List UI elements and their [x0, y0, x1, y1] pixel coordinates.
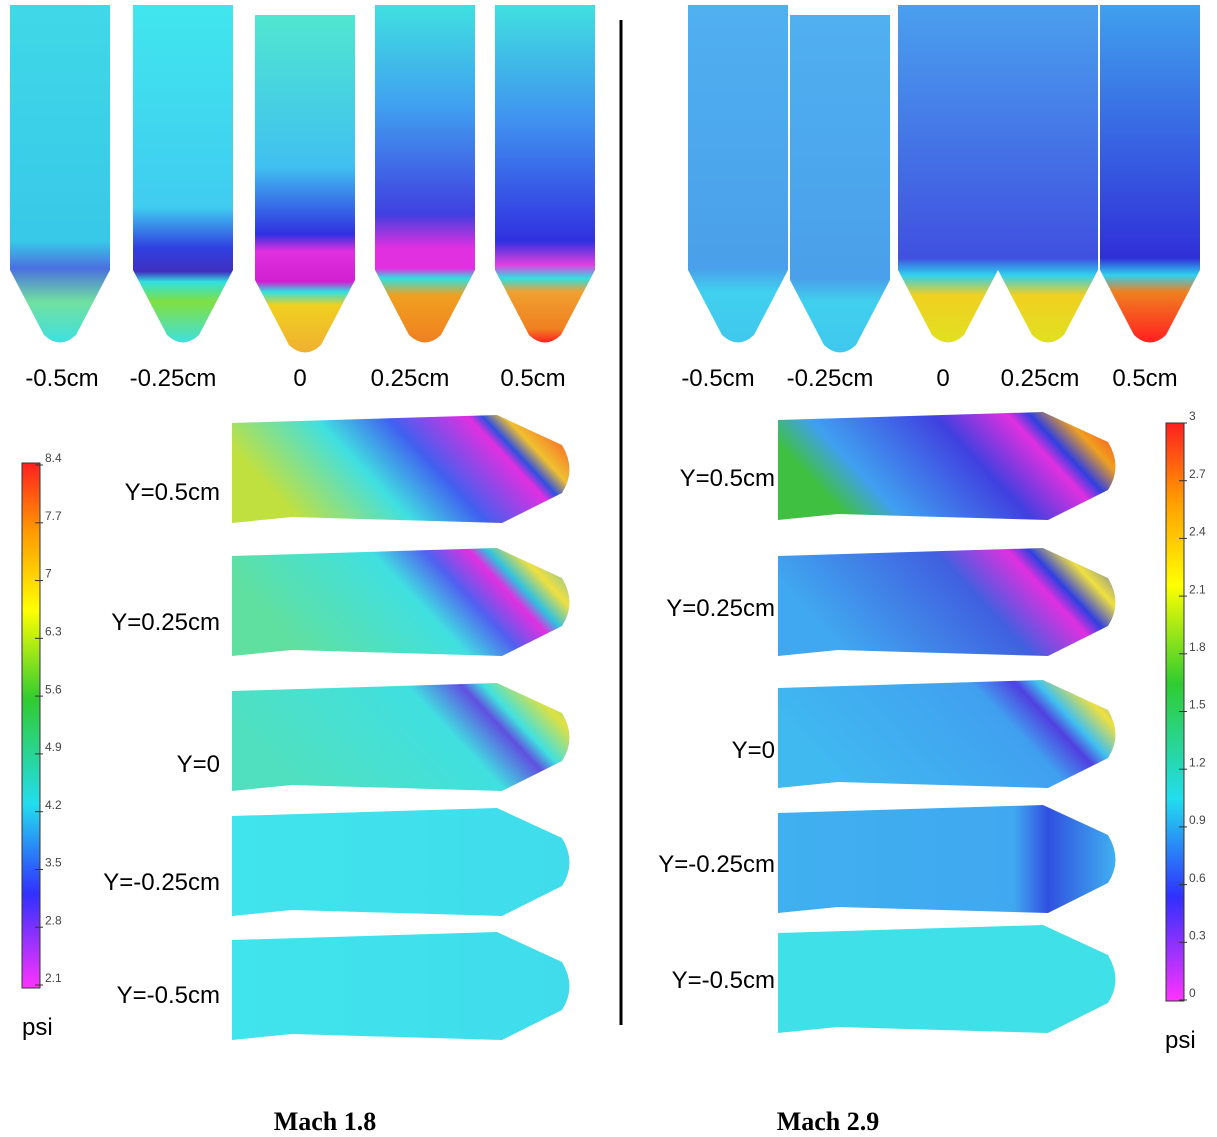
psp-image	[688, 5, 788, 343]
psp-image	[778, 548, 1116, 656]
colorbar-tick-label: 7	[45, 567, 52, 581]
psp-image	[778, 680, 1116, 788]
side-images	[232, 412, 1116, 1040]
colorbar-tick-label: 4.9	[45, 740, 62, 754]
colorbar-tick-label: 2.7	[1189, 467, 1206, 481]
caption: Mach 1.8	[274, 1107, 377, 1136]
psp-image	[232, 548, 570, 656]
streamwise-label: Y=-0.25cm	[103, 869, 220, 896]
figure: psi psi Mach 1.8 Mach 2.9 -0.5cm -0.25cm 0…	[0, 0, 1217, 1137]
colorbar-tick-label: 6.3	[45, 625, 62, 639]
colorbar-tick-label: 2.1	[1189, 582, 1206, 596]
spanwise-label: 0.5cm	[1112, 365, 1177, 392]
psp-image	[790, 15, 890, 353]
spanwise-label: 0	[936, 365, 949, 392]
psp-image	[255, 15, 355, 353]
colorbar	[22, 463, 40, 988]
psp-image	[232, 415, 570, 523]
spanwise-label: -0.25cm	[130, 365, 217, 392]
colorbar-tick-label: 1.2	[1189, 755, 1206, 769]
top-images	[10, 5, 1200, 353]
spanwise-label: -0.5cm	[25, 365, 98, 392]
psp-image	[778, 805, 1116, 913]
psp-image	[10, 5, 110, 343]
psp-image	[232, 808, 570, 916]
colorbar-tick-label: 0	[1189, 986, 1196, 1000]
streamwise-label: Y=0.25cm	[111, 609, 220, 636]
streamwise-label: Y=0.5cm	[680, 465, 775, 492]
colorbar-tick-label: 0.6	[1189, 871, 1206, 885]
colorbar-tick-label: 3	[1189, 409, 1196, 423]
colorbar-tick-label: 3.5	[45, 856, 62, 870]
colorbar-tick-label: 7.7	[45, 509, 62, 523]
psp-image	[998, 5, 1098, 343]
unit-label: psi	[1165, 1027, 1196, 1054]
streamwise-label: Y=-0.5cm	[672, 967, 775, 994]
colorbar-tick-label: 1.5	[1189, 698, 1206, 712]
colorbar-tick-label: 2.8	[45, 913, 62, 927]
spanwise-label: 0.5cm	[500, 365, 565, 392]
streamwise-label: Y=0.5cm	[125, 479, 220, 506]
psp-image	[232, 932, 570, 1040]
psp-image	[133, 5, 233, 343]
psp-image	[1100, 5, 1200, 343]
psp-image	[778, 412, 1116, 520]
unit-label: psi	[22, 1014, 53, 1041]
psp-image	[375, 5, 475, 343]
caption: Mach 2.9	[777, 1107, 880, 1136]
streamwise-label: Y=0	[732, 737, 775, 764]
psp-image	[495, 5, 595, 343]
streamwise-label: Y=-0.25cm	[658, 851, 775, 878]
streamwise-label: Y=0	[177, 751, 220, 778]
streamwise-label: Y=0.25cm	[666, 595, 775, 622]
spanwise-label: -0.25cm	[787, 365, 874, 392]
colorbar-tick-label: 4.2	[45, 798, 62, 812]
colorbar-tick-label: 2.4	[1189, 525, 1206, 539]
streamwise-label: Y=-0.5cm	[117, 982, 220, 1009]
spanwise-label: -0.5cm	[681, 365, 754, 392]
psp-image	[232, 683, 570, 791]
colorbar-tick-label: 0.9	[1189, 813, 1206, 827]
colorbar-tick-label: 2.1	[45, 971, 62, 985]
colorbar-tick-label: 1.8	[1189, 640, 1206, 654]
spanwise-label: 0.25cm	[1001, 365, 1080, 392]
colorbar-tick-label: 5.6	[45, 682, 62, 696]
psp-image	[778, 925, 1116, 1033]
psp-image	[898, 5, 998, 343]
colorbar-tick-label: 0.3	[1189, 928, 1206, 942]
spanwise-label: 0	[293, 365, 306, 392]
spanwise-label: 0.25cm	[371, 365, 450, 392]
colorbar-tick-label: 8.4	[45, 451, 62, 465]
